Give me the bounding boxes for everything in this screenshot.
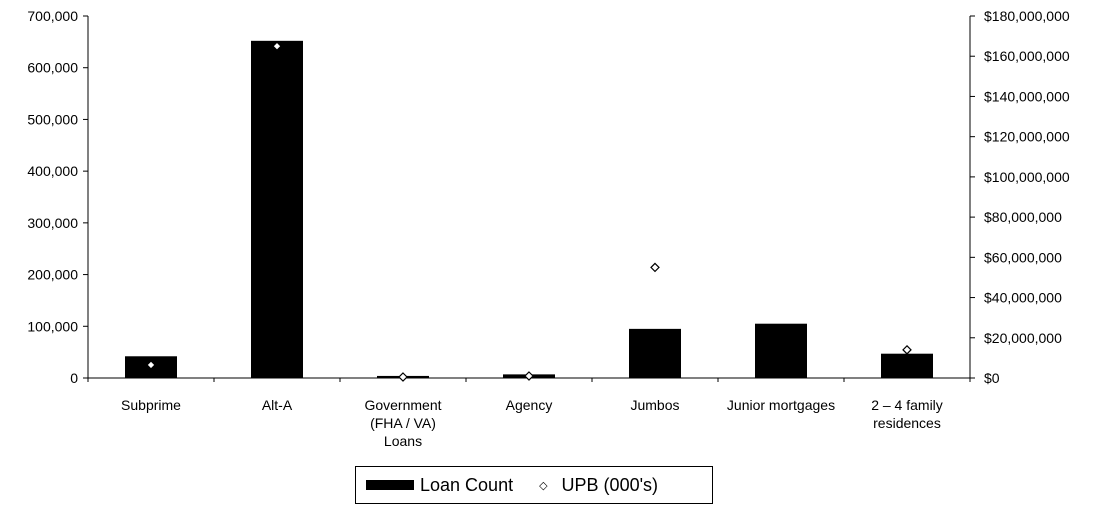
left-tick-label: 0: [70, 370, 78, 386]
right-tick-label: $100,000,000: [984, 169, 1070, 185]
left-tick-label: 500,000: [27, 111, 78, 127]
upb-marker: [398, 372, 408, 382]
category-label: Subprime: [121, 397, 181, 413]
category-label-line: 2 – 4 family: [871, 397, 943, 413]
bar-loan-count: [755, 323, 807, 378]
category-label-line: Alt-A: [262, 397, 293, 413]
legend: Loan Count ◇ UPB (000's): [355, 466, 713, 504]
category-label-line: Junior mortgages: [727, 397, 835, 413]
left-tick-label: 200,000: [27, 267, 78, 283]
right-tick-label: $160,000,000: [984, 48, 1070, 64]
bar-loan-count: [629, 328, 681, 378]
right-tick-label: $60,000,000: [984, 249, 1062, 265]
right-tick-label: $20,000,000: [984, 330, 1062, 346]
category-label: Jumbos: [630, 397, 679, 413]
category-label-line: residences: [873, 415, 941, 431]
diamond-marker-icon: ◇: [539, 479, 548, 492]
category-label-line: Government: [364, 397, 441, 413]
upb-marker: [524, 371, 534, 381]
right-tick-label: $80,000,000: [984, 209, 1062, 225]
upb-marker: [146, 360, 156, 370]
bar-loan-count: [881, 353, 933, 378]
category-label-line: Jumbos: [630, 397, 679, 413]
category-label-line: Agency: [506, 397, 553, 413]
category-label-line: (FHA / VA): [370, 415, 436, 431]
left-tick-label: 100,000: [27, 318, 78, 334]
left-tick-label: 300,000: [27, 215, 78, 231]
category-label: Junior mortgages: [727, 397, 835, 413]
upb-marker: [902, 344, 912, 355]
category-label: 2 – 4 family residences: [871, 397, 943, 431]
category-label-line: Loans: [384, 433, 422, 449]
loan-count-swatch: [366, 480, 414, 490]
left-tick-label: 700,000: [27, 8, 78, 24]
right-tick-label: $120,000,000: [984, 129, 1070, 145]
upb-marker: [650, 262, 660, 273]
legend-upb-label: UPB (000's): [561, 474, 659, 495]
right-tick-label: $180,000,000: [984, 8, 1070, 24]
category-label: Alt-A: [262, 397, 293, 413]
left-tick-label: 600,000: [27, 60, 78, 76]
right-tick-label: $0: [984, 370, 1000, 386]
right-tick-label: $140,000,000: [984, 88, 1070, 104]
upb-marker: [272, 41, 282, 52]
category-label: Government (FHA / VA) Loans: [364, 397, 441, 449]
category-label-line: Subprime: [121, 397, 181, 413]
loan-chart: 0 100,000 200,000 300,000 400,000 500,000 600,…: [27, 8, 1069, 449]
left-tick-label: 400,000: [27, 163, 78, 179]
category-label: Agency: [506, 397, 553, 413]
right-tick-label: $40,000,000: [984, 290, 1062, 306]
bar-loan-count: [251, 40, 303, 379]
plot-area: 0 100,000 200,000 300,000 400,000 500,000 600,…: [27, 8, 1069, 449]
legend-loan-count-label: Loan Count: [420, 474, 514, 495]
